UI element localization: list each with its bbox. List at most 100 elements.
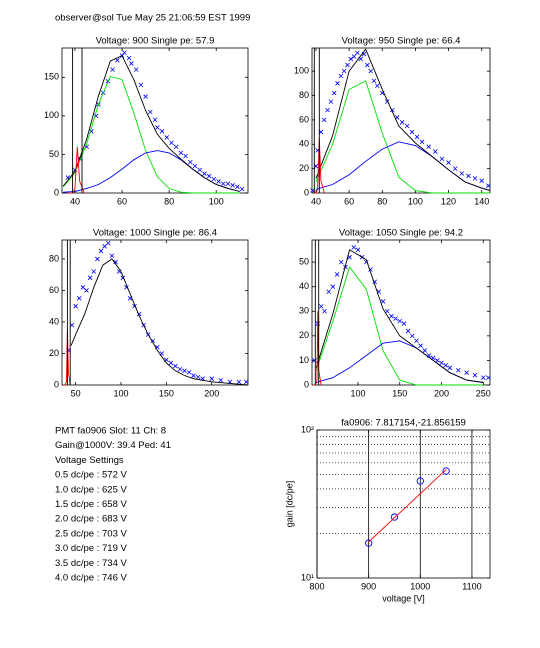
point (87, 275, 93, 281)
point (169, 140, 174, 146)
y-tick-label: 150 (44, 72, 59, 82)
point (368, 68, 373, 74)
point (414, 338, 419, 344)
point (322, 308, 327, 314)
y-axis-label: gain [dc/pe] (284, 481, 294, 528)
point (197, 167, 203, 173)
x-tick-label: 800 (309, 581, 324, 591)
chart-title: fa0906: 7.817154,-21.856159 (341, 418, 466, 429)
series-line (314, 138, 325, 194)
y-tick-label: 80 (49, 253, 59, 263)
info-line: Voltage Settings (55, 455, 124, 466)
x-tick-label: 200 (204, 388, 219, 398)
x-tick-label: 900 (361, 581, 376, 591)
point (455, 367, 461, 373)
point (433, 149, 438, 154)
y-tick-label: 100 (44, 110, 59, 120)
point (177, 366, 183, 372)
series-line (315, 266, 484, 386)
info-line: 2.0 dc/pe : 683 V (55, 514, 127, 525)
point (328, 99, 334, 104)
point (452, 166, 458, 171)
y-tick-label: 20 (49, 348, 59, 358)
point (439, 156, 445, 162)
point (129, 61, 134, 66)
point (143, 94, 148, 99)
point (220, 181, 226, 187)
info-line: 3.0 dc/pe : 719 V (55, 543, 127, 554)
point (113, 259, 118, 265)
x-tick-label: 250 (476, 388, 491, 398)
point (76, 296, 82, 301)
x-tick-label: 60 (117, 196, 127, 206)
point (419, 139, 425, 145)
y-tick-label: 20 (299, 163, 309, 173)
point (195, 374, 201, 380)
point (182, 368, 187, 374)
point (173, 144, 179, 150)
y-tick-label: 60 (49, 285, 59, 295)
point (239, 186, 245, 192)
point (236, 379, 242, 385)
point (389, 313, 394, 319)
x-tick-label: 80 (377, 196, 387, 206)
point (168, 360, 174, 366)
point (95, 256, 100, 262)
series-line (62, 329, 71, 386)
x-tick-label: 40 (311, 196, 321, 206)
point (348, 56, 354, 62)
point (243, 379, 249, 385)
point (365, 62, 370, 68)
point (230, 183, 235, 188)
y-tick-label: 30 (299, 306, 309, 316)
point (218, 377, 224, 383)
point (481, 375, 486, 380)
info-line: Gain@1000V: 39.4 Ped: 41 (55, 440, 171, 451)
point (202, 171, 207, 177)
point (330, 284, 336, 289)
y-tick-label: 40 (49, 316, 59, 326)
point (148, 109, 153, 115)
point (464, 370, 469, 375)
point (351, 54, 357, 59)
point (409, 333, 415, 339)
info-line: 1.5 dc/pe : 658 V (55, 499, 127, 510)
point (126, 55, 132, 61)
info-line: 0.5 dc/pe : 572 V (55, 470, 127, 481)
point (186, 370, 192, 375)
point (405, 328, 411, 334)
point (331, 90, 337, 96)
y-tick-label: 50 (299, 256, 309, 266)
point (380, 299, 386, 304)
point (447, 365, 453, 371)
point (102, 244, 107, 249)
point (312, 358, 317, 363)
x-tick-label: 140 (474, 196, 489, 206)
x-tick-label: 60 (344, 196, 354, 206)
x-tick-label: 100 (209, 196, 224, 206)
point (115, 58, 120, 63)
point (216, 179, 221, 184)
point (155, 125, 160, 130)
point (133, 67, 139, 72)
point (472, 176, 478, 181)
chart-title: Voltage: 1050 Single pe: 94.2 (339, 228, 463, 239)
point (109, 253, 115, 259)
point (105, 240, 111, 246)
point (325, 107, 330, 113)
series-line (315, 249, 484, 383)
x-tick-label: 150 (159, 388, 174, 398)
point (173, 363, 178, 369)
x-tick-label: 80 (164, 196, 174, 206)
axes-box (311, 239, 491, 386)
point (206, 173, 212, 179)
point (84, 288, 89, 293)
point (138, 82, 144, 88)
point (318, 304, 324, 309)
point (192, 163, 198, 169)
point (364, 539, 373, 547)
chart-title: Voltage: 1000 Single pe: 86.4 (93, 228, 217, 239)
point (426, 144, 431, 149)
point (351, 245, 357, 250)
